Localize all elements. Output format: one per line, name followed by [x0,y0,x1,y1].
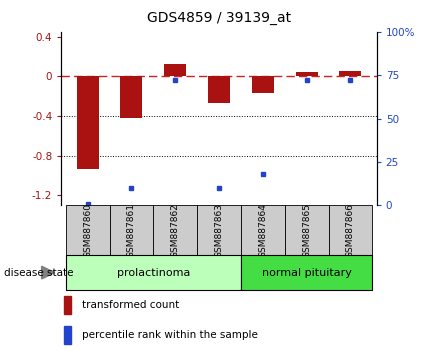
Text: GSM887860: GSM887860 [83,202,92,258]
Text: prolactinoma: prolactinoma [117,268,190,278]
Text: GDS4859 / 39139_at: GDS4859 / 39139_at [147,11,291,25]
Text: transformed count: transformed count [82,300,179,310]
Text: GSM887862: GSM887862 [171,202,180,258]
Bar [197,205,241,255]
Text: GSM887863: GSM887863 [215,202,223,258]
Bar [66,205,110,255]
Bar [153,205,197,255]
Bar [64,326,71,344]
Bar [110,205,153,255]
Text: normal pituitary: normal pituitary [261,268,352,278]
Text: percentile rank within the sample: percentile rank within the sample [82,330,258,341]
Bar [77,76,99,169]
Bar [252,76,274,93]
Text: disease state: disease state [4,268,74,278]
Bar [296,72,318,76]
Bar [241,205,285,255]
Bar [328,205,372,255]
Bar [241,255,372,290]
Bar [64,296,71,314]
Bar [339,70,361,76]
Text: GSM887861: GSM887861 [127,202,136,258]
Text: GSM887864: GSM887864 [258,202,267,258]
Bar [120,76,142,118]
Text: GSM887865: GSM887865 [302,202,311,258]
Bar [66,255,241,290]
Bar [285,205,328,255]
Polygon shape [42,266,55,279]
Bar [164,64,186,76]
Bar [208,76,230,103]
Text: GSM887866: GSM887866 [346,202,355,258]
